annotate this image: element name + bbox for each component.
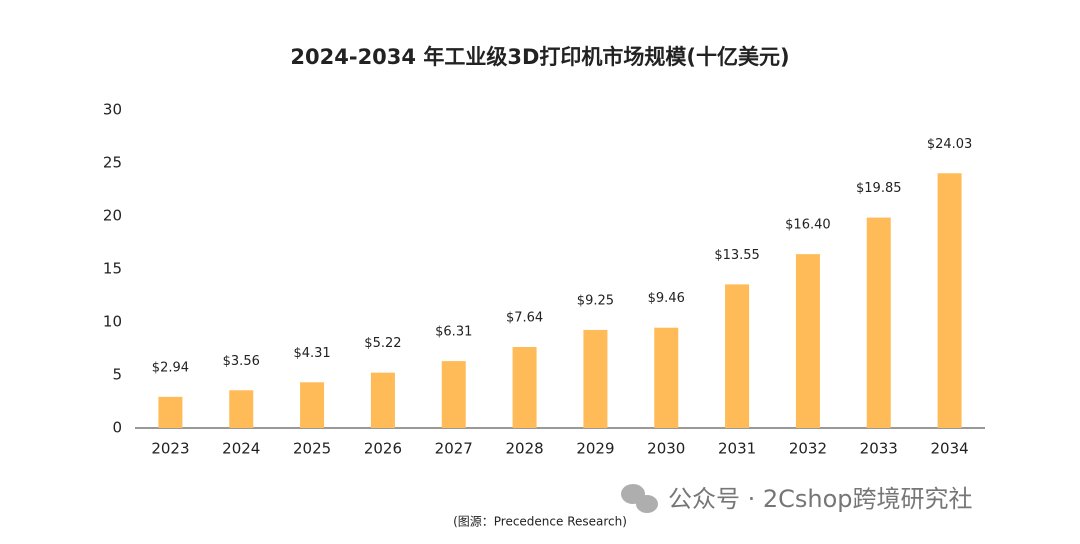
value-label: $2.94: [152, 360, 189, 375]
x-tick-label: 2023: [151, 440, 189, 458]
chart-title: 2024-2034 年工业级3D打印机市场规模(十亿美元): [290, 45, 789, 69]
value-label: $13.55: [714, 248, 760, 263]
x-tick-label: 2033: [860, 440, 898, 458]
x-tick-label: 2029: [576, 440, 614, 458]
x-tick-label: 2027: [435, 440, 473, 458]
bar: [937, 173, 962, 428]
x-tick-label: 2028: [505, 440, 543, 458]
y-tick-label: 15: [103, 260, 122, 278]
x-tick-label: 2032: [789, 440, 827, 458]
watermark: 公众号 · 2Cshop跨境研究社: [668, 485, 973, 513]
value-label: $6.31: [435, 325, 472, 340]
y-tick-label: 10: [103, 313, 122, 331]
value-label: $7.64: [506, 311, 543, 326]
value-label: $24.03: [927, 137, 973, 152]
x-tick-label: 2031: [718, 440, 756, 458]
value-label: $3.56: [223, 354, 260, 369]
bar: [654, 327, 679, 428]
x-tick-label: 2026: [364, 440, 402, 458]
bar: [725, 284, 750, 428]
bar: [866, 217, 891, 428]
watermark-icon: [621, 484, 658, 513]
source-note: (图源：Precedence Research): [453, 515, 627, 529]
bar: [512, 347, 537, 428]
bar: [229, 390, 254, 428]
bar: [300, 382, 325, 428]
bar: [158, 396, 183, 428]
bar: [370, 372, 395, 428]
x-tick-label: 2025: [293, 440, 331, 458]
x-tick-label: 2030: [647, 440, 685, 458]
value-label: $9.25: [577, 293, 614, 308]
value-label: $19.85: [856, 181, 902, 196]
y-tick-label: 0: [112, 419, 122, 437]
x-tick-label: 2034: [930, 440, 968, 458]
value-label: $9.46: [648, 291, 685, 306]
bar: [583, 329, 608, 428]
x-tick-label: 2024: [222, 440, 260, 458]
bar: [795, 254, 820, 428]
value-label: $4.31: [293, 346, 330, 361]
y-tick-label: 25: [103, 154, 122, 172]
bar: [441, 361, 466, 428]
y-tick-label: 20: [103, 207, 122, 225]
value-label: $16.40: [785, 218, 831, 233]
y-tick-label: 5: [112, 366, 122, 384]
value-label: $5.22: [364, 336, 401, 351]
y-tick-label: 30: [103, 101, 122, 119]
